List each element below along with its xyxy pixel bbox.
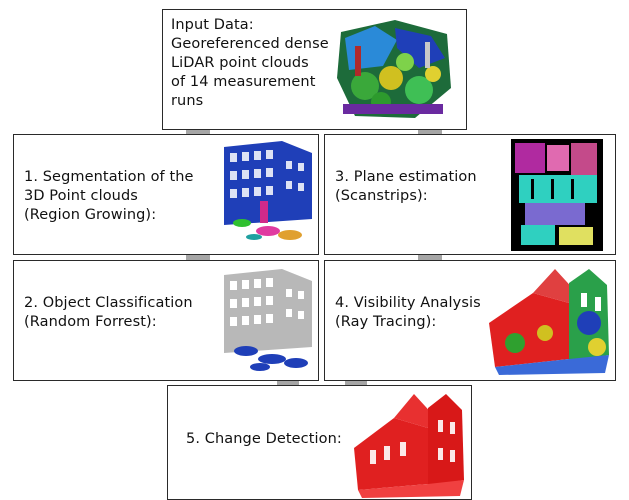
visibility-church-image — [485, 263, 615, 377]
change-detection-church-image — [350, 390, 468, 498]
change-detection-label: 5. Change Detection: — [186, 431, 342, 447]
input-data-box: Input Data: Georeferenced dense LiDAR po… — [162, 9, 467, 130]
object-classification-label: 2. Object Classification (Random Forrest… — [24, 295, 193, 330]
lidar-point-cloud-image — [335, 18, 453, 122]
input-data-label: Input Data: Georeferenced dense LiDAR po… — [171, 17, 329, 109]
segmented-facade-image — [220, 139, 316, 247]
visibility-analysis-box: 4. Visibility Analysis (Ray Tracing): — [324, 260, 616, 381]
change-detection-box: 5. Change Detection: — [167, 385, 472, 500]
scanstrip-planes-image — [511, 139, 603, 251]
plane-estimation-label: 3. Plane estimation (Scanstrips): — [335, 169, 477, 204]
object-classification-box: 2. Object Classification (Random Forrest… — [13, 260, 319, 381]
visibility-analysis-label: 4. Visibility Analysis (Ray Tracing): — [335, 295, 481, 330]
plane-estimation-box: 3. Plane estimation (Scanstrips): — [324, 134, 616, 255]
classified-facade-image — [220, 267, 316, 375]
segmentation-label: 1. Segmentation of the 3D Point clouds (… — [24, 169, 194, 223]
segmentation-box: 1. Segmentation of the 3D Point clouds (… — [13, 134, 319, 255]
